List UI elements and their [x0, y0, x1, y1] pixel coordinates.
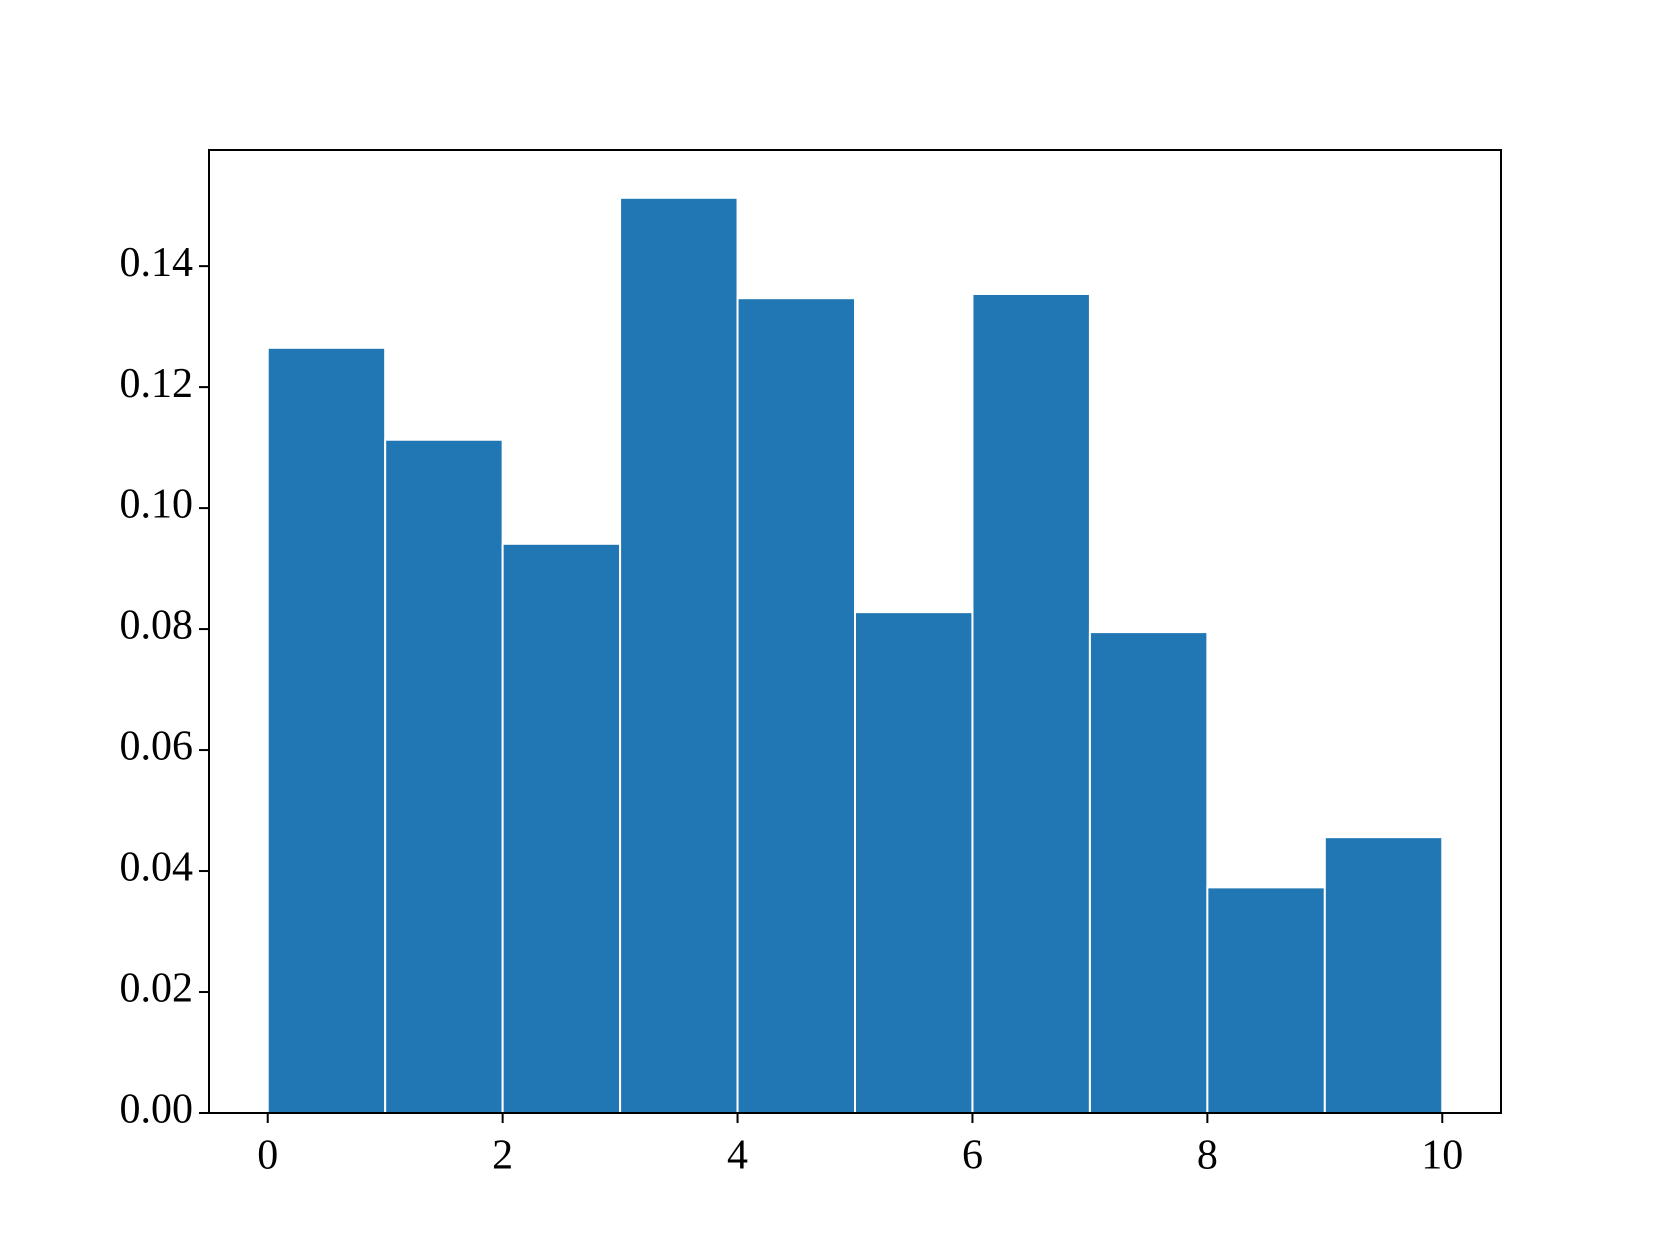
x-tick-label: 10 — [1421, 1133, 1463, 1179]
x-tick-label: 6 — [962, 1133, 983, 1179]
y-tick-label: 0.08 — [120, 603, 194, 649]
y-tick-label: 0.14 — [120, 240, 194, 286]
y-tick-label: 0.10 — [120, 482, 194, 528]
x-tick-label: 0 — [257, 1133, 278, 1179]
bar — [266, 346, 387, 1114]
y-tick-label: 0.00 — [120, 1087, 194, 1133]
y-tick-label: 0.02 — [120, 966, 194, 1012]
bar — [384, 438, 504, 1114]
bar — [1206, 886, 1326, 1115]
bar — [854, 611, 974, 1114]
bar — [971, 292, 1091, 1115]
y-tick-label: 0.12 — [120, 361, 194, 407]
bar — [619, 196, 739, 1115]
axes-frame — [208, 149, 1502, 1114]
x-tick-label: 4 — [727, 1133, 748, 1179]
y-tick-label: 0.04 — [120, 845, 194, 891]
x-tick-label: 8 — [1197, 1133, 1218, 1179]
bar — [1088, 631, 1209, 1115]
bar — [736, 297, 857, 1114]
y-tick-label: 0.06 — [120, 724, 194, 770]
bar — [1323, 836, 1444, 1114]
x-tick-label: 2 — [492, 1133, 513, 1179]
bar — [501, 542, 622, 1114]
